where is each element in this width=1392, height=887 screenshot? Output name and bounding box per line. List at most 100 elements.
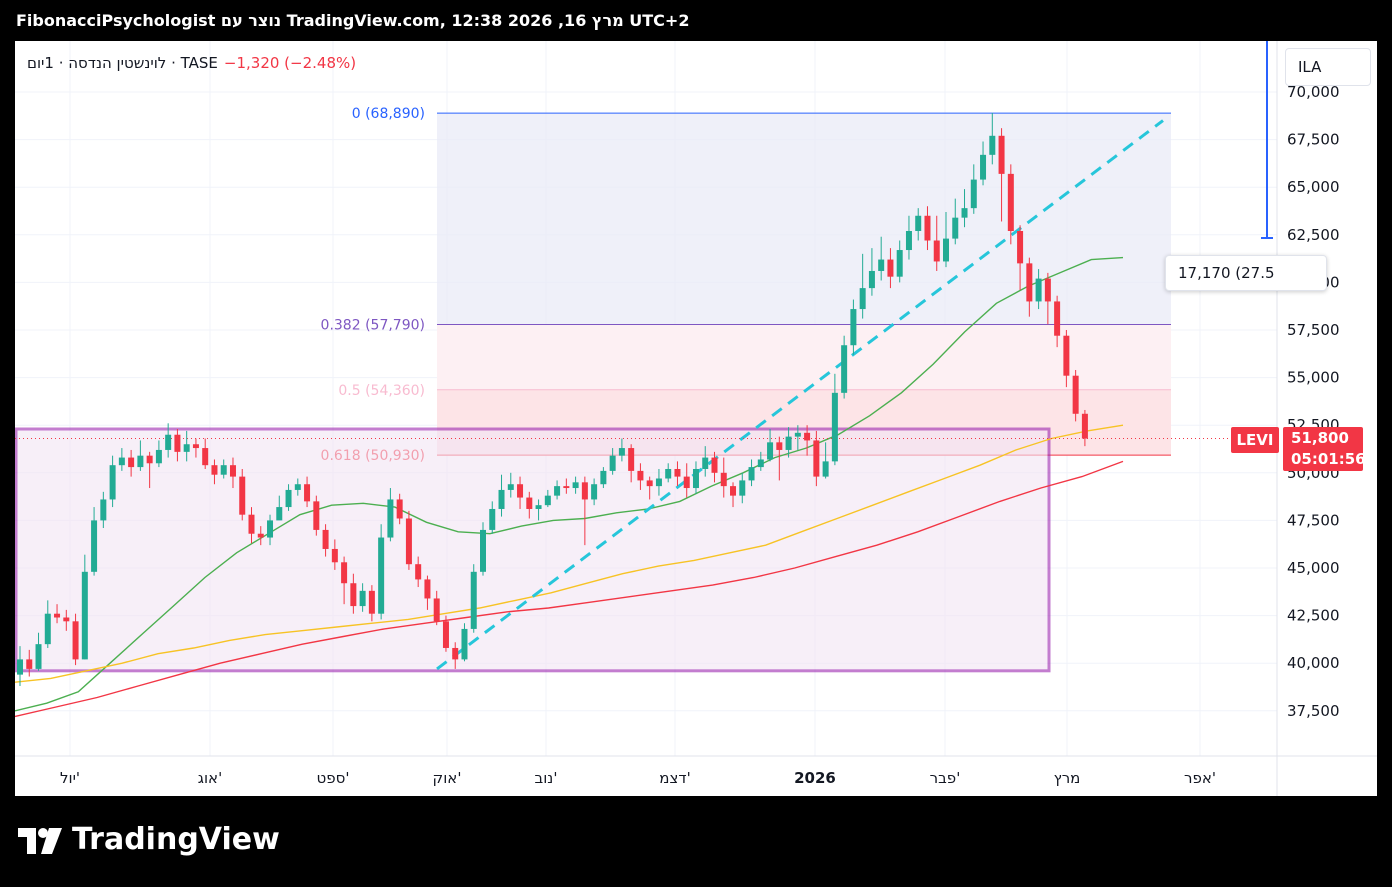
candle xyxy=(248,507,255,544)
candle xyxy=(155,440,162,468)
candle xyxy=(480,522,486,576)
candle xyxy=(831,373,838,466)
candle xyxy=(433,590,440,626)
candle-body xyxy=(1063,335,1070,376)
symbol-legend[interactable]: לוינשטין הנדסה · 1יום · TASE −1,320 (−2.4… xyxy=(27,54,356,72)
candle-body xyxy=(202,448,209,466)
candle-body xyxy=(850,309,857,346)
candle xyxy=(692,461,699,494)
candle-body xyxy=(544,495,551,506)
candle-body xyxy=(229,465,236,477)
candle-body xyxy=(146,455,153,464)
candle xyxy=(572,476,579,494)
candle xyxy=(424,575,431,610)
candle xyxy=(331,539,338,570)
candle xyxy=(118,448,125,471)
candle-body xyxy=(81,571,88,660)
candle xyxy=(26,649,33,677)
candle-body xyxy=(63,617,70,622)
price-axis-label: 55,000 xyxy=(1287,369,1340,387)
candle-body xyxy=(396,499,403,519)
price-chart[interactable]: 0 (68,890)0.382 (57,790)0.5 (54,360)0.61… xyxy=(15,41,1377,796)
time-axis-label: אוג' xyxy=(198,769,222,787)
candle-body xyxy=(285,489,292,508)
candle-body xyxy=(989,135,996,155)
candle-body xyxy=(331,548,338,563)
candle xyxy=(628,444,635,483)
candle xyxy=(739,472,746,504)
candle-body xyxy=(831,392,838,462)
candle-body xyxy=(618,448,625,456)
candle-body xyxy=(878,259,885,271)
time-axis-label: דצמ' xyxy=(659,769,690,787)
candle-body xyxy=(554,486,561,496)
candle xyxy=(285,484,292,511)
candle xyxy=(581,476,588,546)
price-axis-label: 62,500 xyxy=(1287,226,1340,244)
currency-button[interactable]: ILA xyxy=(1285,48,1371,86)
price-axis-label: 40,000 xyxy=(1287,654,1340,672)
candle-body xyxy=(896,250,903,277)
candle xyxy=(304,476,311,508)
candle-body xyxy=(776,442,783,450)
candle xyxy=(887,248,894,289)
candle-body xyxy=(813,440,820,477)
candle xyxy=(674,461,681,487)
candle-body xyxy=(1072,375,1079,414)
candle xyxy=(387,488,394,542)
candle-body xyxy=(563,486,570,489)
candle xyxy=(368,585,375,622)
candle xyxy=(396,493,403,525)
candle xyxy=(137,440,144,471)
time-axis-label: נוב' xyxy=(535,769,558,787)
candle xyxy=(1017,225,1024,291)
candle xyxy=(600,467,607,489)
candle xyxy=(785,427,792,458)
candle-body xyxy=(794,432,801,437)
footer-logo[interactable]: TradingView xyxy=(18,822,280,857)
candle-body xyxy=(915,215,922,231)
candle-body xyxy=(1007,173,1014,231)
candle xyxy=(618,438,625,462)
candle-body xyxy=(674,468,681,477)
candle-body xyxy=(128,457,135,468)
candle xyxy=(748,459,755,487)
candle xyxy=(257,526,264,546)
measure-tooltip: 17,170 (27.5 xyxy=(1165,255,1327,291)
candle-body xyxy=(646,480,653,487)
candle xyxy=(229,457,236,489)
candle-body xyxy=(35,644,42,669)
candle-body xyxy=(387,499,394,538)
candle-body xyxy=(72,621,79,660)
fib-level-label: 0.5 (54,360) xyxy=(338,383,425,399)
candle-body xyxy=(294,484,301,490)
candle xyxy=(146,451,153,489)
candle xyxy=(239,468,246,521)
candle-body xyxy=(220,465,227,475)
candle xyxy=(915,208,922,241)
candle xyxy=(646,476,653,500)
candle xyxy=(776,436,783,481)
candle xyxy=(989,112,996,165)
candle xyxy=(711,451,718,483)
candle-body xyxy=(665,468,672,479)
candle xyxy=(933,215,940,271)
candle xyxy=(1081,409,1088,447)
candle xyxy=(757,451,764,471)
candle xyxy=(535,499,542,521)
candle-body xyxy=(600,470,607,485)
candle xyxy=(1063,330,1070,388)
candle xyxy=(683,463,690,498)
header-title: FibonacciPsychologist נוצר עם TradingVie… xyxy=(16,11,690,30)
sma-long-line xyxy=(15,460,1124,718)
candle xyxy=(54,604,61,624)
chart-panel[interactable]: 0 (68,890)0.382 (57,790)0.5 (54,360)0.61… xyxy=(15,41,1377,796)
candle-body xyxy=(961,208,968,218)
candle-body xyxy=(54,613,61,618)
candle-body xyxy=(378,537,385,614)
candle xyxy=(822,442,829,479)
fib-level-label: 0 (68,890) xyxy=(352,106,425,122)
candle xyxy=(202,438,209,469)
candle xyxy=(91,507,98,576)
candle xyxy=(943,211,949,268)
